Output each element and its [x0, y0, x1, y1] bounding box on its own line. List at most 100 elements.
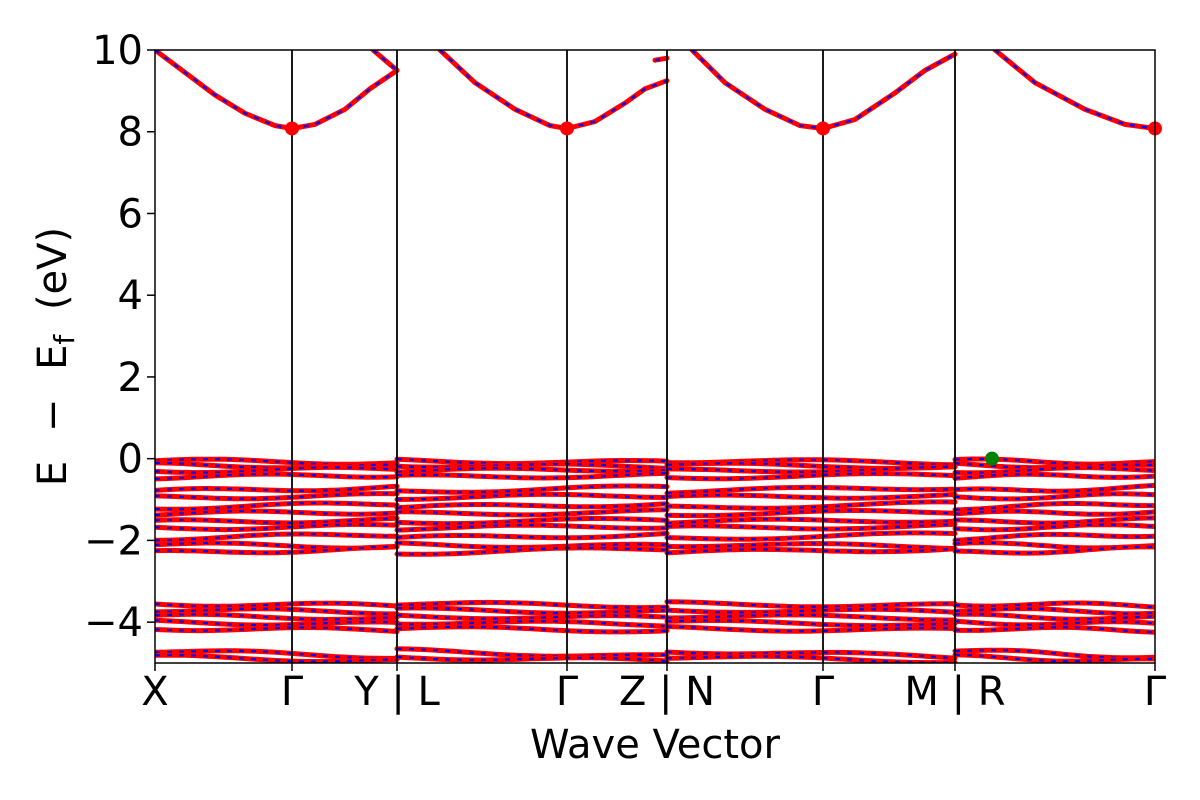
conduction-band-5-spin-down: [654, 57, 668, 62]
conduction-band-0-spin-down: [155, 50, 293, 130]
valence-band-33-spin-down: [396, 601, 668, 609]
valence-band-51-spin-down: [666, 542, 956, 550]
kpoint-vertical-lines: [291, 50, 956, 663]
valence-band-49-spin-down: [666, 523, 956, 531]
cbm-marker-2: [816, 121, 830, 136]
y-axis-title-subscript: f: [48, 334, 81, 345]
valence-band-47-spin-down: [666, 509, 956, 517]
valence-band-63-spin-down: [954, 473, 1155, 480]
x-axis-ticks: X Γ Y | L Γ Z | N Γ M | R Γ: [141, 663, 1167, 715]
valence-band-29-spin-down: [396, 524, 668, 532]
valence-band-39-spin-down: [396, 655, 668, 663]
valence-band-52-spin-down: [666, 547, 956, 554]
y-axis-title: E − Ef (eV): [30, 227, 84, 486]
valence-band-38-spin-down: [396, 647, 668, 658]
y-tick-label-7: −4: [84, 600, 143, 646]
valence-band-71-spin-down: [954, 541, 1155, 549]
valence-band-26-spin-down: [396, 502, 668, 509]
conduction-band-2-spin-down: [372, 50, 398, 72]
valence-band-56-spin-down: [666, 619, 956, 627]
y-tick-label-0: 10: [92, 28, 143, 74]
valence-band-44-spin-down: [666, 486, 956, 495]
valence-band-19-spin-down: [155, 654, 398, 663]
y-axis-title-E-main: E: [30, 345, 76, 370]
y-axis-title-minus: −: [30, 399, 76, 433]
valence-band-70-spin-down: [954, 533, 1155, 542]
valence-band-62-spin-down: [954, 466, 1155, 474]
y-tick-label-4: 2: [118, 355, 143, 401]
valence-band-22-spin-down: [396, 467, 668, 474]
conduction-band-4-spin-up: [564, 78, 670, 131]
valence-band-43-spin-down: [666, 472, 956, 480]
y-tick-label-1: 8: [118, 110, 143, 156]
valence-band-73-spin-down: [954, 601, 1155, 609]
valence-band-78-spin-down: [954, 649, 1155, 659]
valence-band-10-spin-down: [155, 532, 397, 542]
x-tick-label-4: Z | N: [619, 669, 715, 715]
conduction-band-7-spin-up: [820, 51, 958, 131]
conduction-band-3-spin-down: [439, 50, 568, 130]
valence-band-4-spin-down: [155, 485, 398, 492]
valence-band-74-spin-down: [954, 607, 1155, 615]
valence-band-42-spin-down: [666, 465, 955, 474]
valence-band-0-spin-down: [155, 458, 398, 466]
valence-band-16-spin-down: [155, 619, 398, 627]
valence-band-13-spin-down: [155, 602, 398, 608]
conduction-band-1-spin-down: [291, 69, 398, 130]
valence-band-3-spin-down: [155, 473, 398, 480]
valence-band-58-spin-down: [666, 650, 956, 660]
valence-band-34-spin-down: [396, 606, 668, 615]
valence-band-9-spin-down: [155, 523, 398, 531]
y-tick-label-6: −2: [84, 518, 143, 564]
x-tick-label-3: Γ: [556, 669, 579, 715]
band-edge-markers: [285, 121, 1162, 466]
valence-band-66-spin-down: [954, 502, 1155, 511]
x-tick-label-6: M | R: [904, 669, 1005, 715]
plot-frame: [154, 49, 1156, 664]
valence-band-72-spin-down: [954, 545, 1155, 555]
valence-band-7-spin-down: [155, 509, 398, 517]
valence-band-17-spin-down: [155, 626, 398, 633]
valence-band-27-spin-down: [397, 508, 668, 516]
valence-band-46-spin-down: [666, 500, 956, 510]
conduction-band-8-spin-down: [994, 50, 1155, 130]
vbm-marker-0: [985, 451, 999, 466]
valence-band-59-spin-down: [666, 655, 956, 663]
valence-band-23-spin-down: [396, 472, 668, 480]
valence-band-5-spin-down: [155, 492, 398, 500]
bands-layer: [155, 50, 1155, 663]
valence-band-32-spin-down: [396, 546, 668, 556]
valence-band-79-spin-down: [954, 653, 1155, 663]
valence-band-67-spin-down: [954, 510, 1155, 516]
x-tick-label-0: X: [141, 669, 168, 715]
valence-band-24-spin-down: [396, 484, 668, 494]
valence-band-57-spin-down: [666, 625, 956, 633]
conduction-band-4-spin-down: [566, 79, 668, 130]
x-tick-label-7: Γ: [1144, 669, 1167, 715]
y-axis-ticks: 10 8 6 4 2 0 −2 −4: [84, 28, 155, 646]
valence-band-53-spin-down: [666, 600, 955, 608]
valence-band-54-spin-down: [666, 608, 956, 614]
conduction-band-6-spin-up: [689, 50, 826, 131]
valence-band-35-spin-down: [396, 614, 668, 620]
valence-band-8-spin-down: [155, 517, 398, 524]
conduction-band-6-spin-down: [691, 50, 824, 130]
conduction-band-3-spin-up: [437, 50, 570, 131]
valence-band-68-spin-down: [955, 516, 1155, 525]
valence-band-30-spin-down: [396, 532, 668, 539]
valence-band-64-spin-down: [954, 484, 1155, 493]
valence-band-48-spin-down: [666, 518, 956, 525]
valence-band-21-spin-down: [396, 462, 668, 470]
conduction-band-1-spin-up: [289, 67, 400, 131]
y-tick-label-2: 6: [118, 191, 143, 237]
x-tick-label-1: Γ: [281, 669, 304, 715]
valence-band-69-spin-down: [954, 523, 1155, 531]
valence-band-55-spin-down: [666, 613, 955, 622]
x-axis-title: Wave Vector: [530, 722, 781, 768]
valence-band-11-spin-down: [155, 541, 398, 550]
conduction-band-8-spin-up: [992, 50, 1155, 131]
valence-band-6-spin-down: [155, 501, 398, 511]
y-axis-title-E: E: [30, 461, 76, 486]
valence-band-14-spin-down: [155, 607, 397, 615]
